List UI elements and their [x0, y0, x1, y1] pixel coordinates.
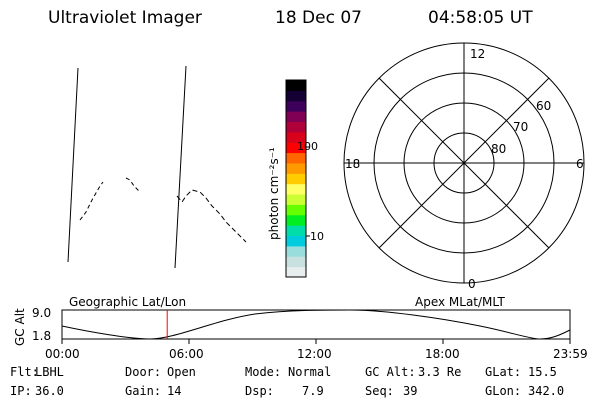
door-value: Open: [167, 365, 196, 379]
gain-label: Gain:: [125, 384, 162, 398]
lat-label-70: 70: [513, 120, 528, 134]
limb-line-left: [67, 67, 79, 263]
gc-alt-value: 3.3 Re: [418, 365, 462, 379]
mlt-label-12: 12: [470, 47, 485, 61]
mode-label: Mode:: [245, 365, 282, 379]
color-bar-band: [286, 111, 306, 122]
gc-alt-label: GC Alt:: [365, 365, 416, 379]
flt-value: LBHL: [35, 365, 64, 379]
terminator-dashed-3: [176, 189, 247, 243]
glat-label: GLat:: [485, 365, 522, 379]
orbit-xtick-2359: 23:59: [553, 347, 588, 361]
color-bar-band: [286, 121, 306, 133]
orbit-ytick-top: 9.0: [32, 306, 52, 320]
ip-label: IP:: [10, 384, 32, 398]
terminator-dashed-1: [79, 181, 104, 221]
mlt-label-0: 0: [468, 277, 476, 291]
terminator-dashed-2: [125, 177, 141, 193]
glat-value: 15.5: [528, 365, 557, 379]
flt-label: Flt:: [10, 365, 39, 379]
limb-line-right: [174, 65, 187, 269]
color-bar-band: [286, 142, 306, 154]
orbit-xtick-0000: 00:00: [45, 347, 80, 361]
color-bar-band: [286, 204, 306, 216]
color-bar-band: [286, 235, 306, 247]
color-bar-band: [286, 152, 306, 164]
color-bar-band: [286, 266, 306, 278]
color-bar-band: [286, 245, 306, 257]
color-bar-band: [286, 256, 306, 268]
color-bar-band: [286, 100, 306, 112]
orbit-plot: [61, 309, 571, 344]
door-label: Door:: [125, 365, 162, 379]
orbit-right-title: Apex MLat/MLT: [415, 295, 505, 309]
color-bar-band: [286, 194, 306, 205]
ip-value: 36.0: [35, 384, 64, 398]
glon-value: 342.0: [528, 384, 565, 398]
image-date: 18 Dec 07: [275, 8, 362, 28]
orbit-ylabel: GC Alt: [13, 308, 27, 346]
color-bar: [285, 79, 307, 278]
color-bar-band: [286, 173, 306, 185]
seq-value: 39: [403, 384, 418, 398]
dsp-value: 7.9: [302, 384, 324, 398]
uv-image-panel: [67, 65, 247, 269]
glon-label: GLon:: [485, 384, 522, 398]
color-bar-unit-label: photon cm⁻²s⁻¹: [267, 147, 281, 240]
color-bar-tick-10: 10: [310, 230, 324, 243]
orbit-xtick-1200: 12:00: [297, 347, 332, 361]
altitude-curve: [61, 309, 571, 340]
seq-label: Seq:: [365, 384, 394, 398]
color-bar-band: [286, 183, 306, 195]
dsp-label: Dsp:: [245, 384, 274, 398]
image-time: 04:58:05 UT: [428, 8, 533, 28]
mlt-label-18: 18: [345, 157, 360, 171]
color-bar-frame: [285, 79, 307, 278]
orbit-xtick-1800: 18:00: [425, 347, 460, 361]
color-bar-band: [286, 162, 306, 174]
app-title: Ultraviolet Imager: [48, 8, 202, 28]
color-bar-band: [286, 131, 306, 143]
color-bar-band: [286, 225, 306, 237]
polar-diagonal-2: [378, 77, 550, 249]
gain-value: 14: [167, 384, 182, 398]
orbit-ytick-bottom: 1.8: [32, 329, 52, 343]
orbit-left-title: Geographic Lat/Lon: [69, 295, 187, 309]
mode-value: Normal: [288, 365, 332, 379]
lat-label-80: 80: [491, 142, 506, 156]
color-bar-band: [286, 80, 306, 91]
lat-label-60: 60: [536, 99, 551, 113]
mlt-label-6: 6: [576, 157, 584, 171]
polar-plot: [343, 42, 585, 284]
color-bar-band: [286, 90, 306, 102]
orbit-xtick-0600: 06:00: [169, 347, 204, 361]
color-bar-band: [286, 214, 306, 226]
orbit-plot-frame: [61, 309, 571, 340]
